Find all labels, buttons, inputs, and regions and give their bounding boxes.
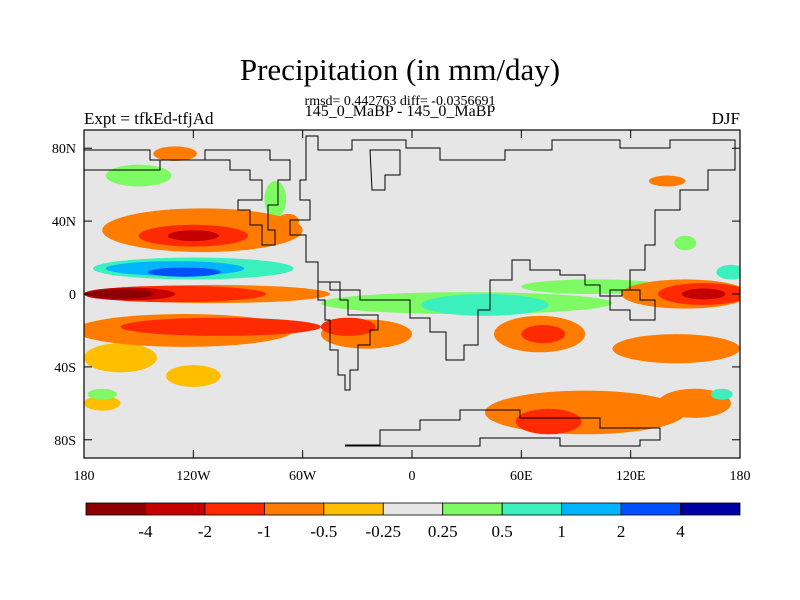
coastline-australia bbox=[609, 289, 656, 321]
colorbar-label: 2 bbox=[617, 522, 626, 541]
colorbar-label: 0.25 bbox=[428, 522, 458, 541]
colorbar-box bbox=[263, 502, 325, 516]
precip-region bbox=[710, 388, 733, 400]
x-tick-label: 60E bbox=[510, 469, 533, 484]
colorbar-box bbox=[680, 502, 741, 516]
precip-region bbox=[674, 235, 697, 251]
precip-regions bbox=[84, 146, 740, 435]
precip-region bbox=[515, 408, 582, 435]
colorbar-box bbox=[442, 502, 503, 516]
precip-region bbox=[84, 396, 121, 411]
colorbar-label: 0.5 bbox=[492, 522, 513, 541]
precip-region bbox=[521, 324, 566, 344]
precip-region bbox=[320, 317, 376, 336]
precip-region bbox=[167, 230, 219, 242]
precip-region bbox=[716, 264, 740, 280]
precip-region bbox=[87, 289, 154, 299]
colorbar-label: -0.25 bbox=[366, 522, 401, 541]
precip-region bbox=[612, 334, 740, 364]
x-tick-label: 180 bbox=[730, 469, 751, 484]
x-tick-label: 0 bbox=[409, 469, 416, 484]
colorbar-box bbox=[561, 502, 622, 516]
y-axis: 80N 40N 0 40S 80S bbox=[52, 142, 740, 449]
y-tick-label: 40N bbox=[52, 215, 76, 230]
colorbar-box bbox=[145, 502, 206, 516]
colorbar-box bbox=[323, 502, 384, 516]
precip-region bbox=[84, 343, 157, 373]
x-tick-label: 60W bbox=[289, 469, 317, 484]
precip-region bbox=[147, 267, 221, 277]
precip-region bbox=[87, 388, 117, 400]
right-label: DJF bbox=[711, 109, 740, 128]
precip-region bbox=[120, 317, 321, 336]
colorbar-label: -1 bbox=[257, 522, 271, 541]
colorbar-box bbox=[501, 502, 563, 516]
x-tick-label: 120W bbox=[176, 469, 211, 484]
precip-region bbox=[277, 213, 300, 229]
colorbar-label: 1 bbox=[557, 522, 566, 541]
colorbar-box bbox=[85, 502, 146, 516]
coastlines bbox=[84, 135, 736, 447]
precip-region bbox=[681, 288, 726, 300]
colorbar-label: 4 bbox=[676, 522, 685, 541]
colorbar-box bbox=[204, 502, 265, 516]
colorbar-label: -2 bbox=[198, 522, 212, 541]
y-tick-label: 40S bbox=[54, 361, 76, 376]
chart-subtitle: rmsd= 0.442763 diff= -0.0356691 bbox=[304, 94, 496, 109]
coastline-antarctica bbox=[345, 409, 661, 447]
colorbar-box bbox=[382, 502, 444, 516]
y-tick-label: 0 bbox=[69, 288, 76, 303]
precip-region bbox=[166, 365, 221, 387]
colorbar-label: -4 bbox=[138, 522, 153, 541]
center-label: 145_0_MaBP - 145_0_MaBP bbox=[304, 103, 496, 120]
y-tick-label: 80S bbox=[54, 434, 76, 449]
coastline-greenland bbox=[369, 149, 401, 191]
x-tick-label: 120E bbox=[616, 469, 646, 484]
colorbar-box bbox=[620, 502, 681, 516]
x-axis: 180 120W 60W 0 60E 120E 180 bbox=[74, 130, 751, 484]
precip-region bbox=[264, 181, 287, 218]
precip-region bbox=[421, 294, 549, 316]
precip-region bbox=[648, 175, 686, 187]
coastline-south-america bbox=[317, 281, 379, 391]
precip-region bbox=[153, 146, 197, 161]
colorbar-label: -0.5 bbox=[310, 522, 337, 541]
y-tick-label: 80N bbox=[52, 142, 76, 157]
chart-title: Precipitation (in mm/day) bbox=[239, 52, 561, 87]
x-tick-label: 180 bbox=[74, 469, 95, 484]
left-label: Expt = tfkEd-tfjAd bbox=[84, 109, 214, 128]
coastline-north-america bbox=[84, 149, 291, 246]
